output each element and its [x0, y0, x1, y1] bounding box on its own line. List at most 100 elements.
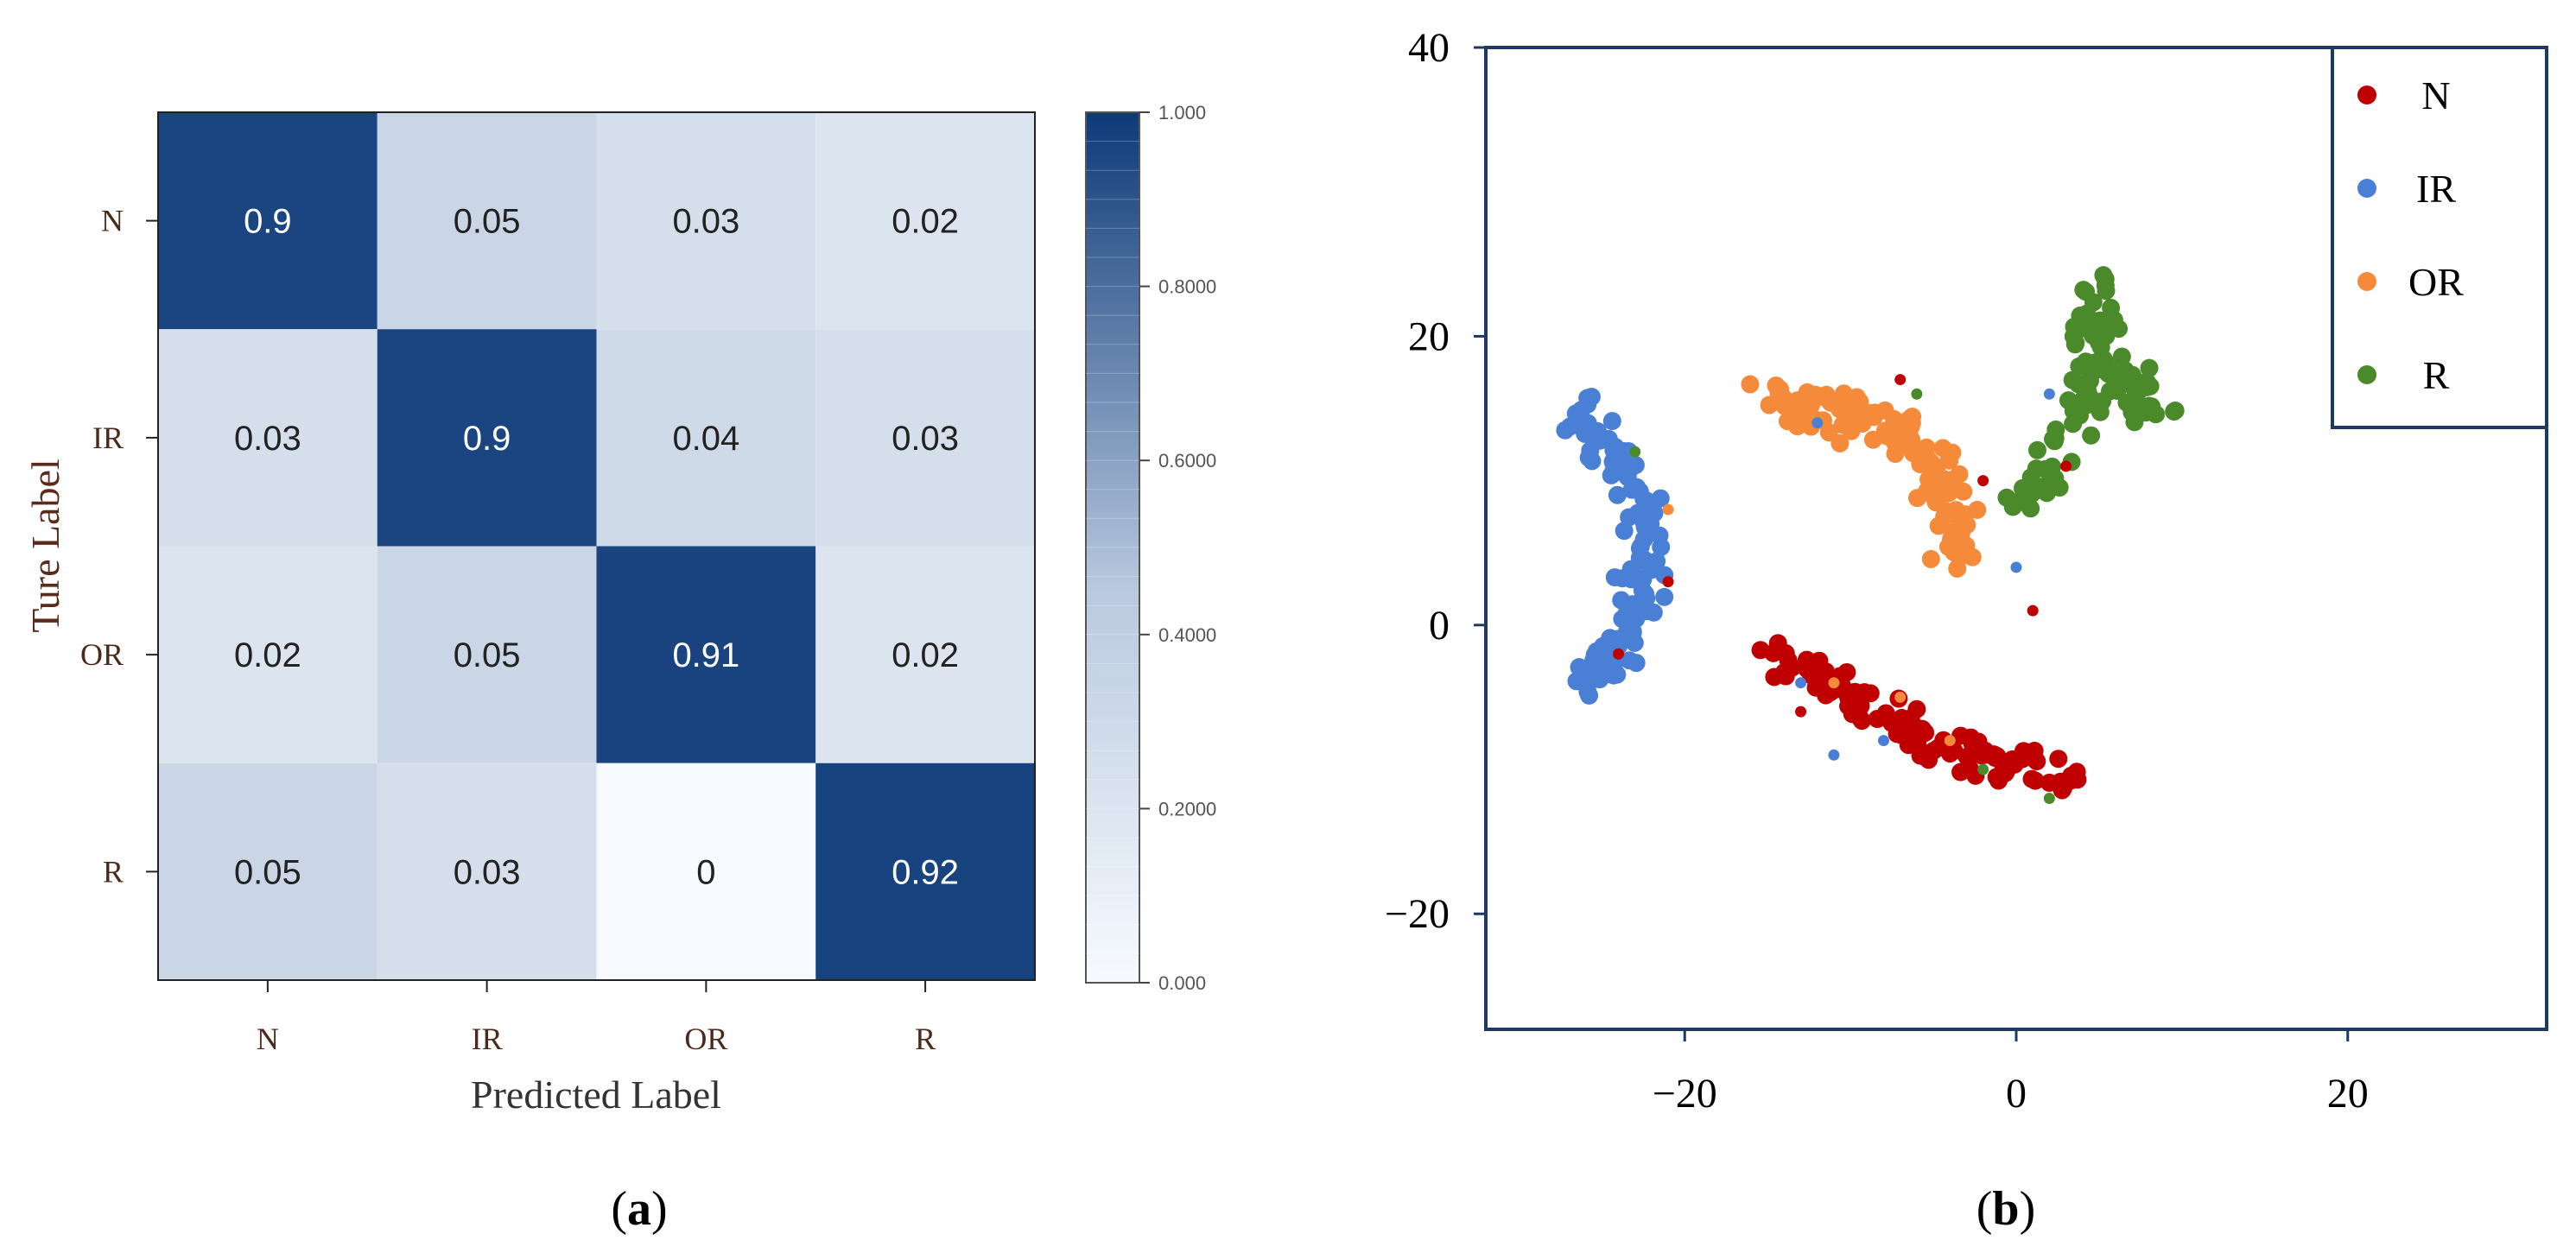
point-IR-outlier	[2043, 388, 2055, 400]
point-R	[2084, 293, 2103, 312]
point-R	[2129, 395, 2148, 414]
point-IR	[1655, 587, 1674, 606]
point-N	[1899, 736, 1918, 755]
point-IR	[1570, 658, 1589, 677]
point-N	[2049, 750, 2068, 769]
point-R-outlier	[1977, 763, 1989, 775]
point-IR-outlier	[1878, 735, 1889, 747]
point-R	[2021, 499, 2040, 518]
scatter-y-tick-label: 20	[1408, 313, 1450, 359]
point-IR-outlier	[1795, 677, 1807, 689]
point-R	[2080, 371, 2099, 390]
point-R	[1997, 488, 2016, 507]
point-N-outlier	[2027, 604, 2039, 617]
point-OR	[1922, 485, 1941, 504]
point-R	[2096, 351, 2115, 370]
point-OR	[1830, 433, 1850, 452]
heatmap-cell-OR-OR	[596, 546, 816, 763]
point-IR-outlier	[1828, 749, 1840, 761]
legend-label-R: R	[2423, 353, 2450, 397]
heatmap-cell-IR-R	[815, 329, 1035, 547]
point-N	[1907, 699, 1926, 718]
point-N	[1845, 682, 1864, 701]
point-IR	[1599, 429, 1618, 448]
point-IR	[1627, 478, 1646, 497]
point-OR-outlier	[1944, 735, 1956, 747]
point-IR	[1604, 666, 1623, 685]
colorbar	[1085, 111, 1140, 984]
point-R	[2064, 402, 2083, 421]
scatter-axis-ticks: −20 0 20 40 20 0 −20	[1385, 25, 2369, 1117]
point-IR	[1632, 551, 1651, 570]
point-OR	[1929, 516, 1948, 535]
point-R	[2112, 347, 2131, 366]
point-OR	[1775, 396, 1794, 415]
point-R-outlier	[2043, 792, 2055, 804]
point-IR	[1634, 530, 1653, 549]
heatmap-cell-R-N	[158, 763, 378, 980]
point-N	[1996, 763, 2015, 782]
point-R	[2021, 468, 2040, 487]
heatmap-cells: 0.9 0.05 0.03 0.02 0.03 0.9 0.04 0.03 0.02 0.05 0.…	[158, 112, 1035, 980]
scatter-x-tick-label: 0	[2006, 1071, 2027, 1117]
colorbar-tick-label: 0.000	[1158, 972, 1206, 994]
point-N	[1810, 651, 1829, 670]
point-N-outlier	[1977, 475, 1989, 487]
point-N	[1978, 745, 1997, 764]
point-N	[1811, 671, 1830, 690]
heatmap-cell-IR-N	[158, 329, 378, 547]
colorbar-tick-label: 0.2000	[1158, 798, 1216, 820]
point-N	[2026, 771, 2045, 790]
point-R	[2090, 333, 2109, 352]
point-R	[2116, 361, 2135, 380]
heatmap-value-label: 0.04	[672, 420, 739, 458]
heatmap-value-label: 0.02	[234, 636, 301, 674]
heatmap-x-tick-label: OR	[684, 1022, 727, 1056]
point-R	[2091, 402, 2110, 421]
point-N-outlier	[2060, 460, 2072, 472]
colorbar-ticks: 1.000 0.8000 0.6000 0.4000 0.2000 0.000	[1086, 102, 1216, 994]
confusion-matrix-panel: 0.9 0.05 0.03 0.02 0.03 0.9 0.04 0.03 0.02 0.05 0.…	[23, 102, 1216, 1236]
point-OR	[1943, 470, 1962, 489]
point-OR	[1894, 427, 1913, 446]
point-R	[2043, 457, 2062, 476]
heatmap-x-tick-label: IR	[472, 1022, 503, 1056]
heatmap-value-label: 0.03	[672, 203, 739, 241]
point-N	[1919, 750, 1938, 769]
point-IR	[1652, 537, 1671, 556]
heatmap-axis-ticks: N IR OR R N IR OR R	[80, 204, 936, 1056]
point-N	[1768, 634, 1787, 653]
point-IR	[1590, 670, 1609, 689]
point-OR	[1845, 401, 1864, 420]
point-N	[1751, 641, 1770, 660]
heatmap-cell-IR-OR	[596, 329, 816, 547]
heatmap-cell-N-R	[815, 112, 1035, 330]
heatmap-cell-OR-IR	[377, 546, 597, 763]
point-R	[2101, 382, 2120, 401]
legend-marker-OR	[2357, 272, 2376, 291]
point-IR	[1627, 654, 1646, 673]
point-IR	[1567, 672, 1586, 691]
point-R	[2090, 314, 2109, 333]
scatter-x-tick-label: −20	[1653, 1071, 1717, 1117]
point-R	[2165, 402, 2184, 421]
legend-marker-R	[2357, 365, 2376, 384]
legend-box	[2331, 46, 2548, 429]
point-IR	[1635, 513, 1654, 532]
heatmap-cell-R-OR	[596, 763, 816, 980]
point-IR	[1612, 591, 1631, 610]
point-R	[2125, 413, 2144, 432]
point-IR	[1578, 414, 1597, 433]
point-OR	[1942, 528, 1961, 547]
point-IR	[1602, 412, 1621, 431]
point-OR	[1913, 451, 1932, 470]
legend-marker-IR	[2357, 179, 2376, 198]
scatter-x-tick-label: 20	[2327, 1071, 2369, 1117]
point-R	[2140, 358, 2159, 377]
point-IR	[1578, 389, 1597, 408]
scatter-points	[1556, 266, 2185, 804]
point-N	[1913, 725, 1932, 744]
point-IR	[1620, 508, 1639, 527]
point-OR	[1741, 375, 1760, 394]
point-N-outlier	[1795, 706, 1807, 718]
